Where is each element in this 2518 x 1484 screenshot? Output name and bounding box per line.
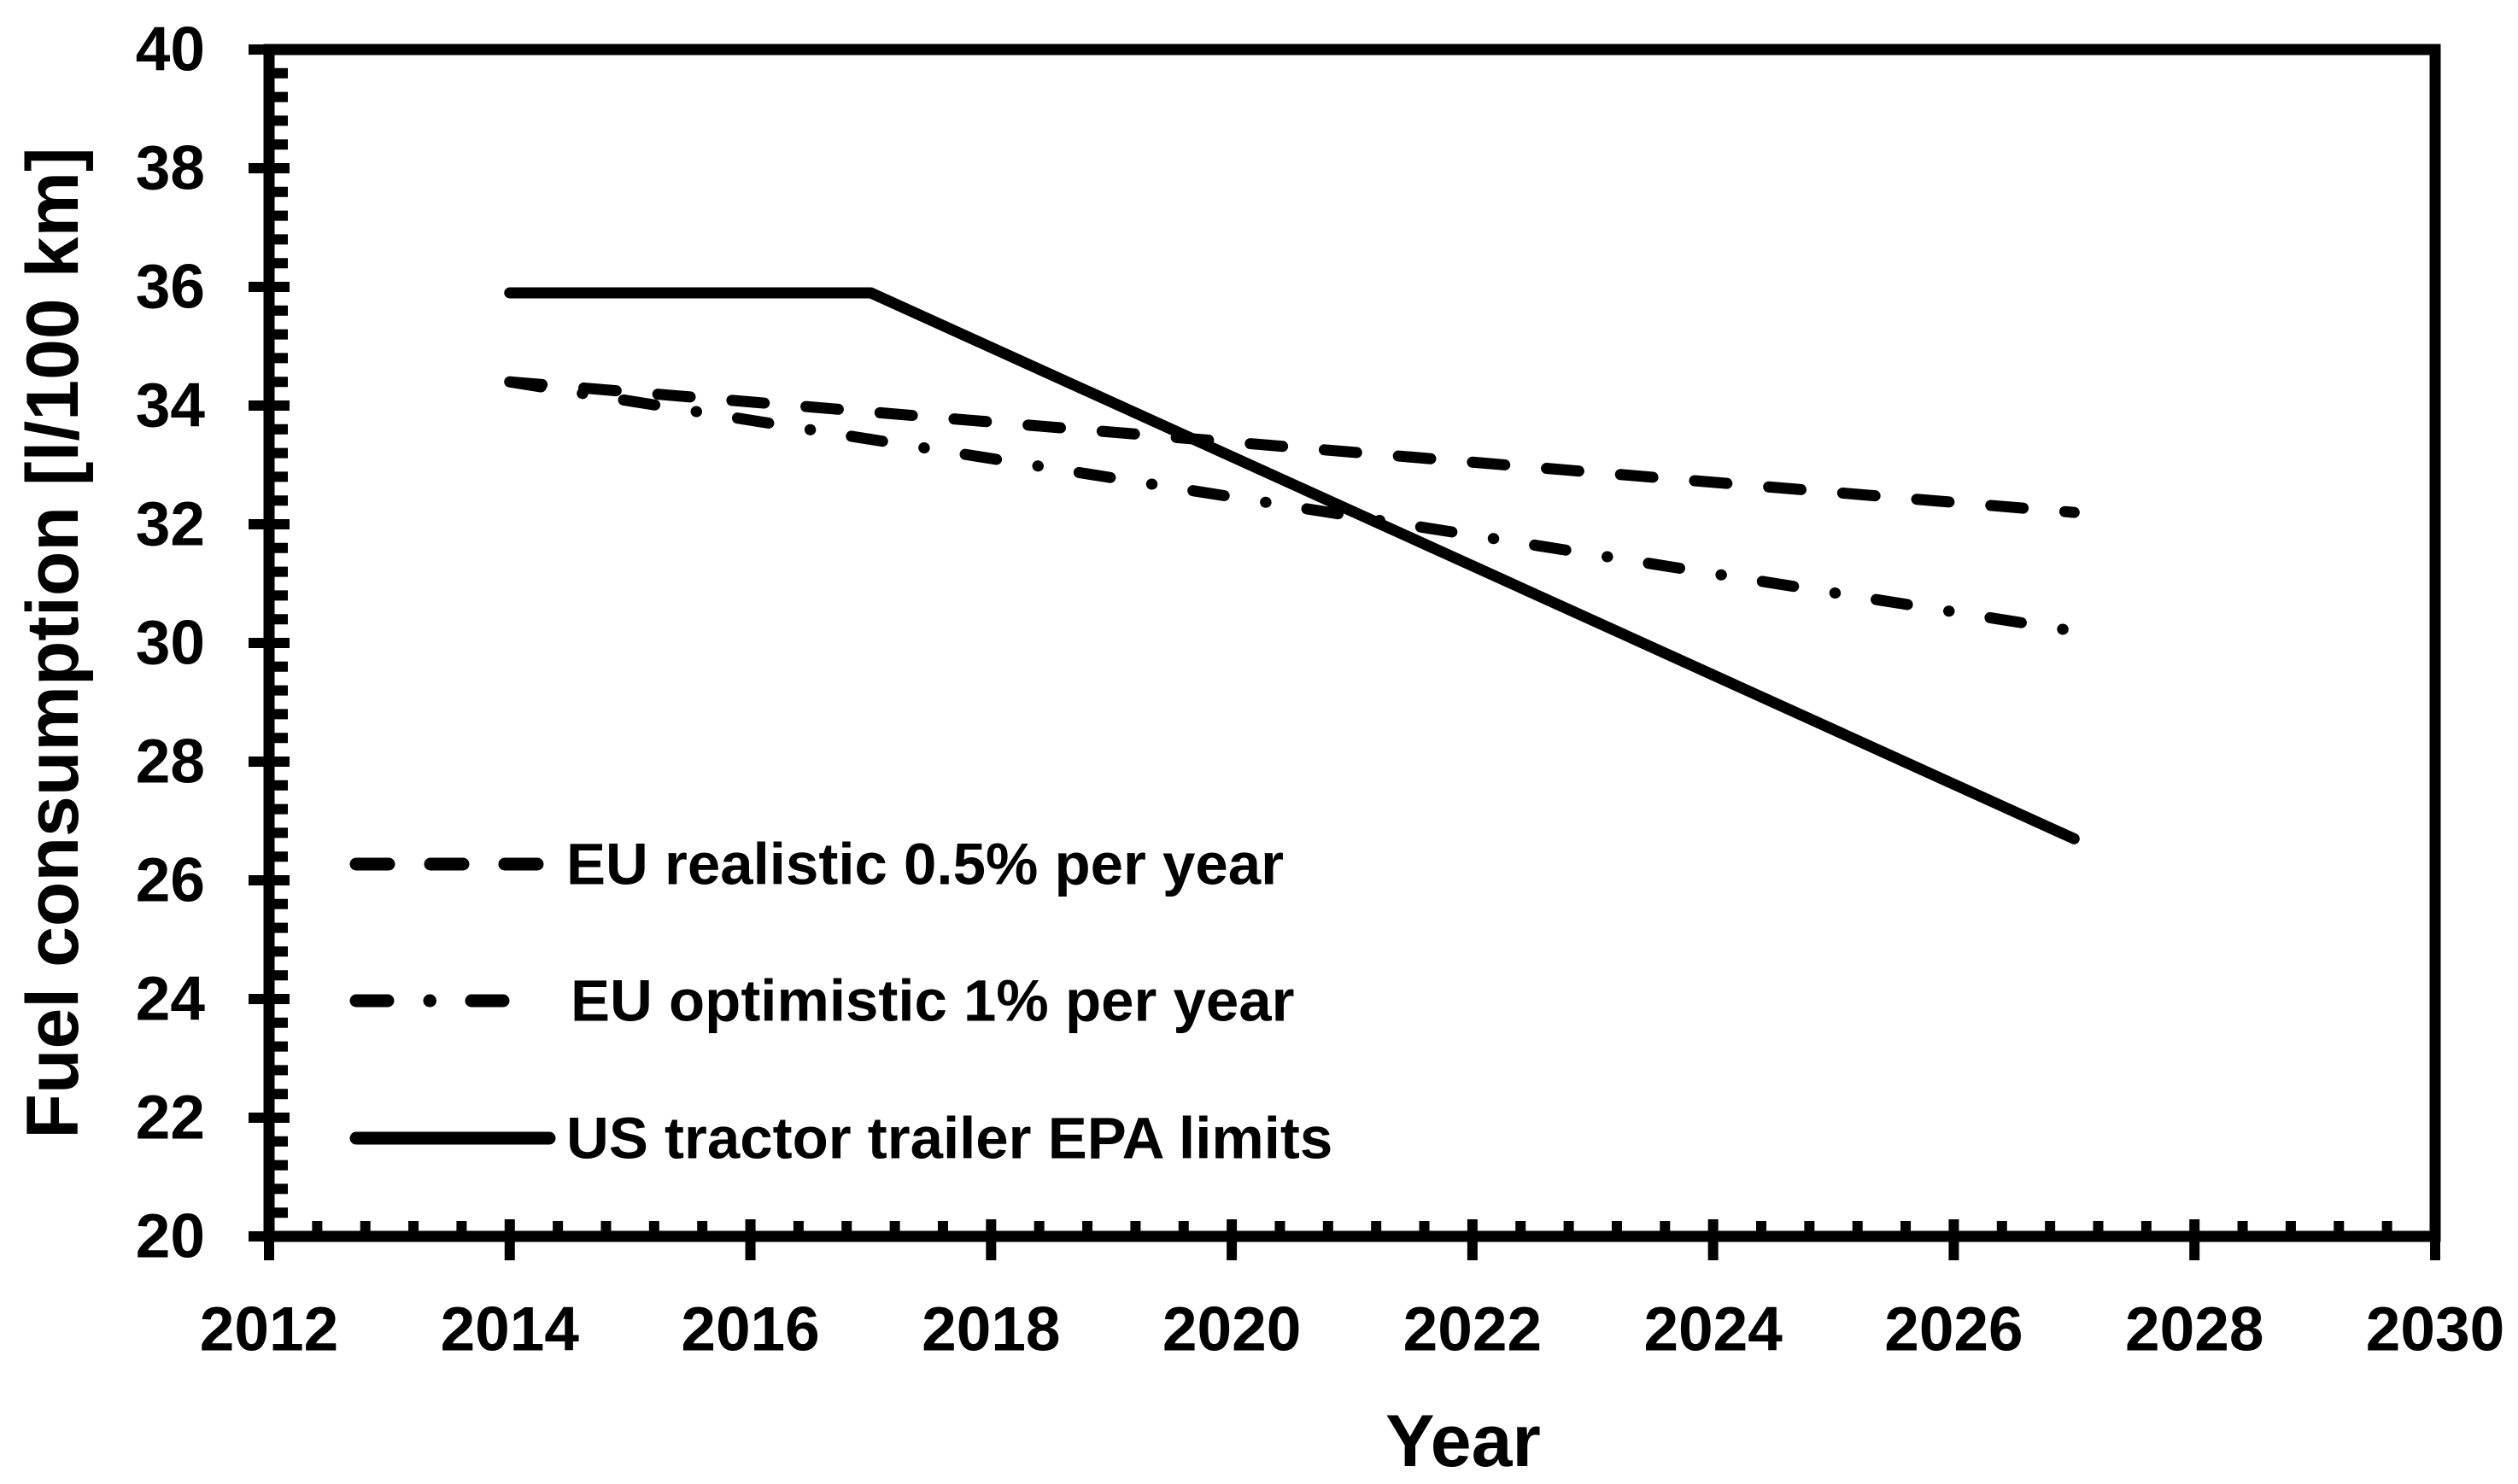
x-tick-label: 2028 — [2125, 1295, 2263, 1364]
y-tick-label: 32 — [136, 490, 205, 559]
legend-label-us-epa: US tractor trailer EPA limits — [566, 1105, 1333, 1171]
legend-label-eu-realistic: EU realistic 0.5% per year — [566, 831, 1284, 897]
x-tick-label: 2018 — [922, 1295, 1060, 1364]
legend-label-eu-optimistic: EU optimistic 1% per year — [571, 967, 1295, 1034]
x-tick-label: 2022 — [1403, 1295, 1542, 1364]
y-tick-label: 40 — [136, 15, 205, 85]
x-tick-label: 2026 — [1884, 1295, 2023, 1364]
x-axis-title: Year — [1385, 1400, 1541, 1482]
x-tick-label: 2016 — [681, 1295, 819, 1364]
x-tick-label: 2030 — [2366, 1295, 2504, 1364]
y-tick-label: 26 — [136, 846, 205, 915]
plot-frame — [263, 44, 2441, 1242]
y-tick-label: 22 — [136, 1084, 205, 1153]
y-tick-label: 20 — [136, 1202, 205, 1271]
x-tick-label: 2012 — [200, 1295, 338, 1364]
y-tick-label: 34 — [136, 371, 206, 441]
y-tick-label: 30 — [136, 609, 205, 678]
y-tick-label: 36 — [136, 253, 205, 322]
series-line-dash-dot — [504, 376, 2080, 637]
y-tick-label: 28 — [136, 727, 205, 797]
x-tick-label: 2024 — [1643, 1295, 1783, 1364]
x-tick-label: 2020 — [1162, 1295, 1301, 1364]
y-tick-label: 24 — [136, 965, 206, 1034]
y-axis-title: Fuel consumption [l/100 km] — [12, 147, 94, 1139]
series-line-dashed — [504, 376, 2080, 518]
series-line-solid — [504, 287, 2080, 844]
x-tick-label: 2014 — [441, 1295, 580, 1364]
y-tick-label: 38 — [136, 134, 205, 203]
